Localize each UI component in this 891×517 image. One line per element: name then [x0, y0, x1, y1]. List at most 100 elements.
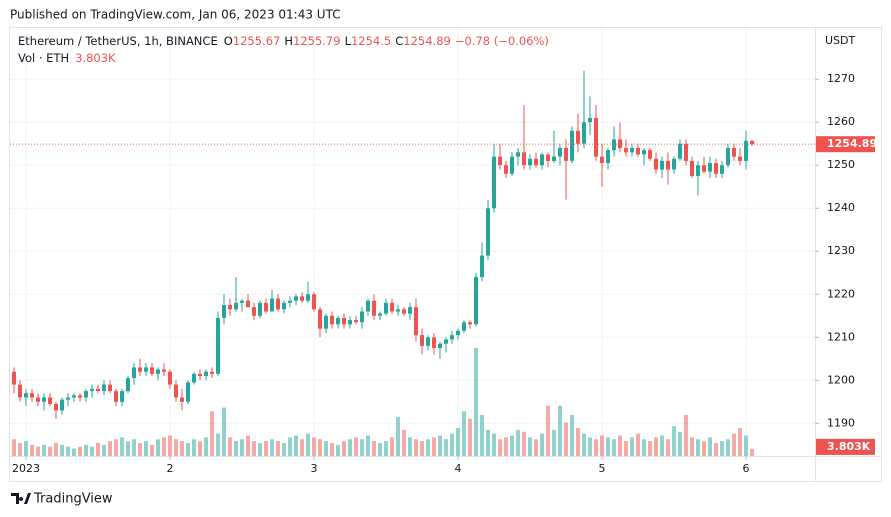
candle-body	[354, 320, 358, 323]
volume-bar	[420, 441, 424, 456]
candle-body	[150, 367, 154, 374]
candle-body	[726, 148, 730, 166]
volume-bar	[654, 437, 658, 456]
candle-body	[642, 150, 646, 155]
volume-bar	[438, 435, 442, 456]
volume-bar	[432, 437, 436, 456]
candle-body	[456, 330, 460, 336]
volume-bar	[234, 441, 238, 456]
volume-bar	[720, 441, 724, 456]
volume-bar	[318, 439, 322, 456]
x-tick-label: 3	[311, 462, 318, 475]
legend-title: Ethereum / TetherUS, 1h, BINANCE	[18, 34, 218, 48]
volume-bar	[642, 439, 646, 456]
candle-body	[366, 300, 370, 312]
volume-bar	[72, 448, 76, 456]
y-tick-label: 1230	[827, 244, 855, 257]
volume-bar	[48, 446, 52, 456]
candle-body	[24, 393, 28, 398]
candle-body	[144, 367, 148, 372]
candle-body	[588, 117, 592, 123]
volume-bar	[324, 441, 328, 456]
candle-body	[348, 320, 352, 325]
candle-body	[168, 371, 172, 385]
candle-body	[486, 208, 490, 256]
candle-body	[438, 343, 442, 349]
volume-bar	[588, 437, 592, 456]
volume-bar	[666, 439, 670, 456]
candle-body	[114, 391, 118, 402]
ohlc-value: 1255.67	[233, 34, 281, 48]
candle-body	[450, 335, 454, 340]
ohlc-value: 1254.5	[351, 34, 391, 48]
volume-bar	[66, 446, 70, 456]
volume-bar	[414, 439, 418, 456]
volume-pane	[12, 348, 754, 456]
candle-body	[738, 156, 742, 161]
volume-bar	[576, 428, 580, 456]
volume-bar	[222, 407, 226, 456]
candle-body	[546, 154, 550, 161]
candle-body	[60, 399, 64, 411]
candle-body	[180, 397, 184, 402]
candle-body	[528, 158, 532, 166]
candle-body	[534, 158, 538, 166]
candle-body	[504, 165, 508, 174]
volume-bar	[348, 439, 352, 456]
candle-body	[492, 156, 496, 209]
candle-body	[246, 300, 250, 308]
volume-bar	[84, 444, 88, 456]
volume-bar	[636, 433, 640, 456]
price-tag-label: 1254.89	[827, 137, 877, 150]
volume-bar	[390, 437, 394, 456]
candle-body	[312, 294, 316, 310]
candle-body	[138, 367, 142, 372]
volume-bar	[132, 439, 136, 456]
candle-body	[426, 337, 430, 346]
candle-body	[294, 296, 298, 301]
candle-body	[192, 373, 196, 383]
volume-bar	[252, 441, 256, 456]
candle-body	[198, 373, 202, 376]
candle-body	[324, 315, 328, 329]
candle-body	[600, 156, 604, 164]
volume-bar	[624, 441, 628, 456]
candle-body	[342, 317, 346, 325]
ohlc-value: 1254.89	[403, 34, 451, 48]
candle-body	[684, 143, 688, 161]
candle-body	[522, 152, 526, 166]
candle-body	[708, 163, 712, 172]
logo-text: TradingView	[33, 492, 113, 507]
ohlc-value: 1255.79	[293, 34, 341, 48]
candle-body	[378, 313, 382, 316]
volume-bar	[282, 442, 286, 456]
y-tick-label: 1190	[827, 416, 855, 429]
candle-body	[498, 156, 502, 166]
volume-bar	[276, 441, 280, 456]
candle-body	[462, 322, 466, 331]
candle-body	[264, 302, 268, 312]
candle-body	[702, 165, 706, 172]
volume-bar	[60, 444, 64, 456]
currency: USDT	[825, 34, 856, 47]
volume-bar	[78, 446, 82, 456]
volume-bar	[396, 416, 400, 456]
candle-body	[282, 302, 286, 310]
logo: TradingView	[11, 492, 113, 507]
volume-bar	[516, 429, 520, 456]
volume-value: 3.803K	[75, 51, 116, 65]
volume-bar	[468, 418, 472, 456]
candle-body	[336, 317, 340, 325]
volume-bar	[480, 415, 484, 456]
volume-bar	[522, 431, 526, 456]
volume-bar	[474, 348, 478, 456]
candle-body	[102, 384, 106, 392]
volume-bar	[456, 428, 460, 456]
candle-body	[612, 139, 616, 151]
logo-icon	[11, 493, 31, 504]
volume-bar	[714, 442, 718, 456]
y-tick-label: 1270	[827, 72, 855, 85]
candle-body	[636, 148, 640, 155]
candle-body	[78, 395, 82, 398]
